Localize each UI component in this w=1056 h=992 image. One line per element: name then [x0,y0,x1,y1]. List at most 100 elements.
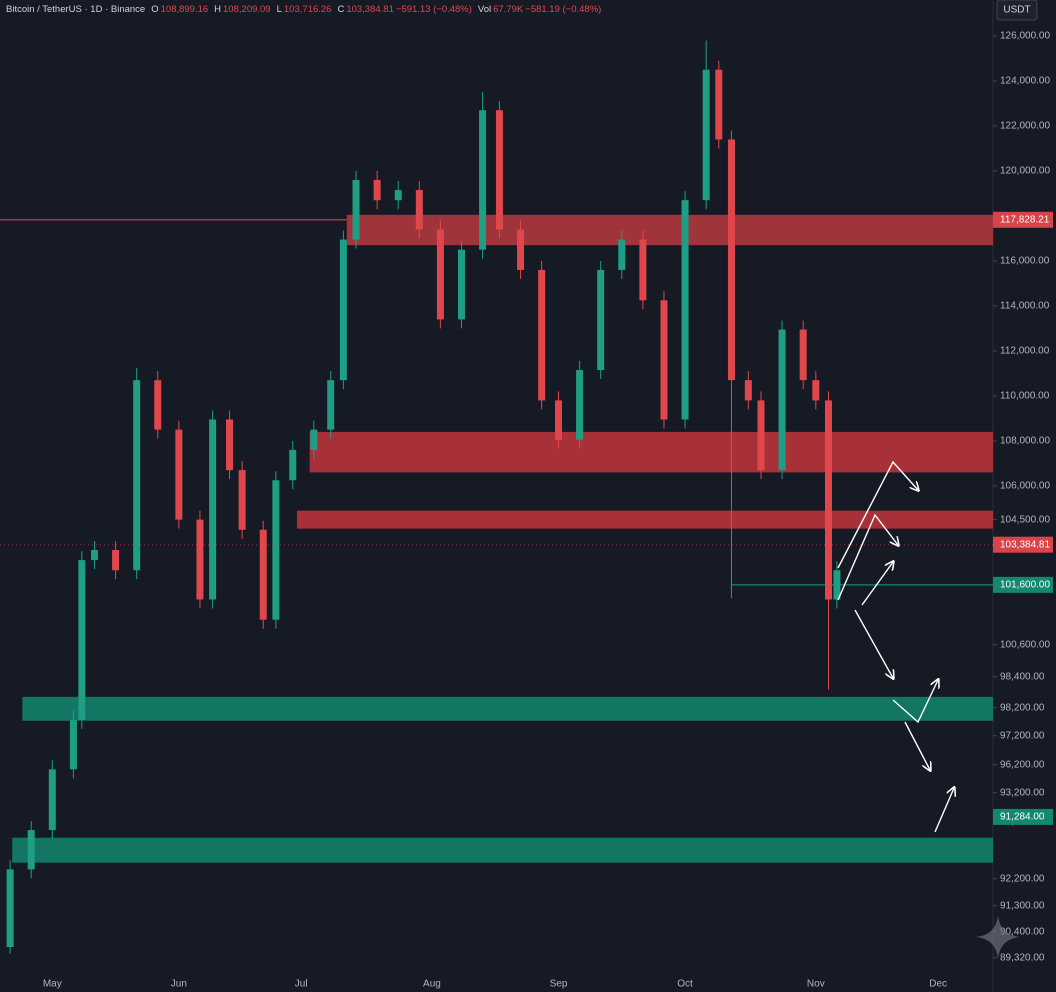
y-tick-label: 108,000.00 [1000,436,1050,447]
ohlc-value: 108,899.16 [161,4,209,15]
candle-body [833,570,841,600]
ohlc-value: 103,716.26 [284,4,332,15]
candle-body [576,370,584,440]
candle-body [289,449,297,481]
x-tick-label: Nov [807,979,825,990]
arrow [854,609,893,678]
candle-body [778,329,786,471]
y-tick-label: 98,200.00 [1000,702,1045,713]
candle-body [133,380,141,571]
price-label-box [993,808,1053,825]
candle-body [597,269,605,371]
candle-body [272,480,280,620]
x-tick-label: Sep [550,979,568,990]
x-tick-label: Jun [171,979,187,990]
candle-body [339,239,347,381]
ohlc-key: C [337,4,344,15]
y-tick-label: 97,200.00 [1000,730,1045,741]
price-label: 101,600.00 [1000,579,1050,590]
candle-body [154,380,162,430]
candle-body [824,400,832,600]
y-tick-label: 110,000.00 [1000,391,1050,402]
candle-body [681,200,689,420]
price-label: 117,828.21 [1000,214,1050,225]
candle-body [238,470,246,530]
y-tick-label: 106,000.00 [1000,481,1050,492]
arrow [837,460,918,569]
candle-body [373,179,381,201]
candle-body [259,529,267,620]
price-label-box [993,576,1053,593]
y-tick-label: 112,000.00 [1000,346,1050,357]
y-tick-label: 122,000.00 [1000,121,1050,132]
ohlc-key: H [214,4,221,15]
candle-body [660,300,668,420]
candle-body [618,239,626,270]
ohlc-value: −581.19 (−0.48%) [525,4,601,15]
candle-body [495,110,503,230]
price-label-box [993,536,1053,553]
zone [12,837,994,863]
candle-body [702,69,710,201]
y-tick-label: 89,320.00 [1000,952,1045,963]
symbol-header: Bitcoin / TetherUS · 1D · Binance O 108,89… [6,4,601,15]
currency-box [996,0,1038,21]
price-label: 103,384.81 [1000,539,1050,550]
candle-body [639,239,647,301]
candle-body [112,549,120,571]
y-tick-label: 120,000.00 [1000,166,1050,177]
y-tick-label: 93,200.00 [1000,787,1045,798]
currency: USDT [1003,5,1030,16]
arrow [837,513,898,601]
candle-body [555,400,563,440]
y-tick-label: 124,000.00 [1000,76,1050,87]
ohlc-value: 67.79K [493,4,524,15]
ohlc-value: −591.13 (−0.48%) [396,4,472,15]
y-tick-label: 116,000.00 [1000,256,1050,267]
candle-body [225,419,233,471]
candle-body [517,229,525,270]
y-tick-label: 114,000.00 [1000,301,1050,312]
candle-body [90,549,98,561]
candle-body [175,429,183,520]
x-tick-label: Oct [677,979,693,990]
candle-body [352,179,360,240]
zone [296,510,994,529]
y-tick-label: 126,000.00 [1000,31,1050,42]
annotation-arrows [837,460,954,833]
x-tick-label: May [43,979,62,990]
candle-body [6,869,14,948]
zone [309,431,993,473]
y-tick-label: 98,400.00 [1000,671,1045,682]
ohlc-key: L [277,4,282,15]
price-label: 91,284.00 [1000,812,1045,823]
candle-body [799,329,807,381]
price-axis: 126,000.00 124,000.00 122,000.00 120,000.00… [43,31,1053,990]
candle-body [715,69,723,140]
candle-body [457,249,465,320]
y-tick-label: 91,300.00 [1000,900,1045,911]
x-tick-label: Aug [423,979,441,990]
candle-body [327,380,335,430]
y-tick-label: 96,200.00 [1000,759,1045,770]
candle-body [757,400,765,471]
candle-body [415,190,423,230]
zone [22,696,994,721]
y-tick-label: 92,200.00 [1000,873,1045,884]
candle-body [744,380,752,401]
candle-body [812,380,820,401]
candle-body [394,190,402,201]
ohlc-value: 103,384.81 [346,4,394,15]
candle-body [69,719,77,770]
ohlc-key: Vol [478,4,491,15]
candle-body [196,519,204,600]
arrow [904,721,930,770]
price-label-box [993,211,1053,228]
watermark [976,915,1020,959]
ohlc-key: O [151,4,158,15]
candle-body [27,830,35,870]
plot-area [0,40,994,954]
candle-body [78,560,86,720]
candle-body [436,229,444,320]
arrow [892,680,938,724]
